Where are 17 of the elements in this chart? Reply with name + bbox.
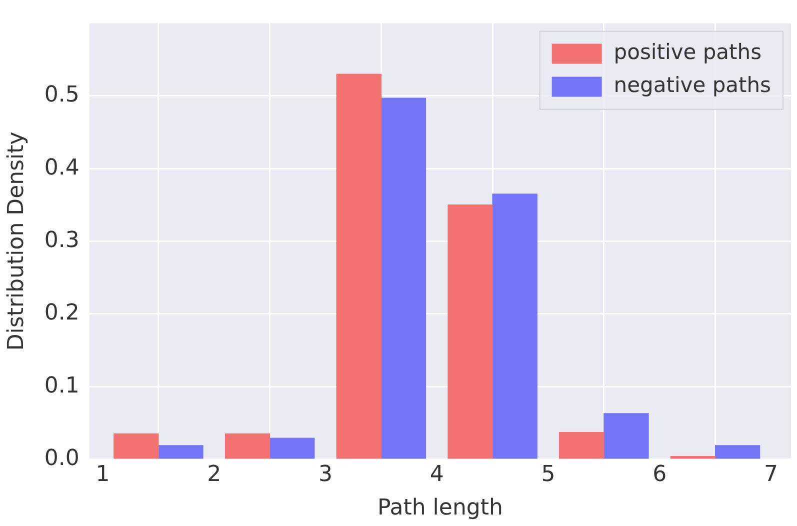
legend-label: positive paths (614, 40, 762, 64)
y-tick-label: 0.3 (44, 228, 80, 253)
x-tick-label: 5 (541, 462, 556, 488)
x-tick-label: 3 (318, 462, 332, 488)
x-tick-label: 7 (764, 462, 778, 488)
y-tick-label: 0.1 (44, 373, 80, 398)
x-tick-label: 1 (96, 462, 110, 488)
y-tick-label: 0.0 (44, 446, 80, 471)
x-tick-label: 6 (652, 462, 667, 488)
x-tick-label: 4 (430, 462, 444, 488)
y-tick-label: 0.5 (44, 82, 80, 108)
y-tick-label: 0.4 (44, 155, 80, 180)
y-tick-label: 0.2 (44, 300, 80, 326)
x-axis-title: Path length (377, 496, 503, 521)
y-axis-title: Distribution Density (4, 132, 29, 351)
legend-label: negative paths (614, 73, 771, 98)
x-tick-label: 2 (207, 462, 222, 488)
